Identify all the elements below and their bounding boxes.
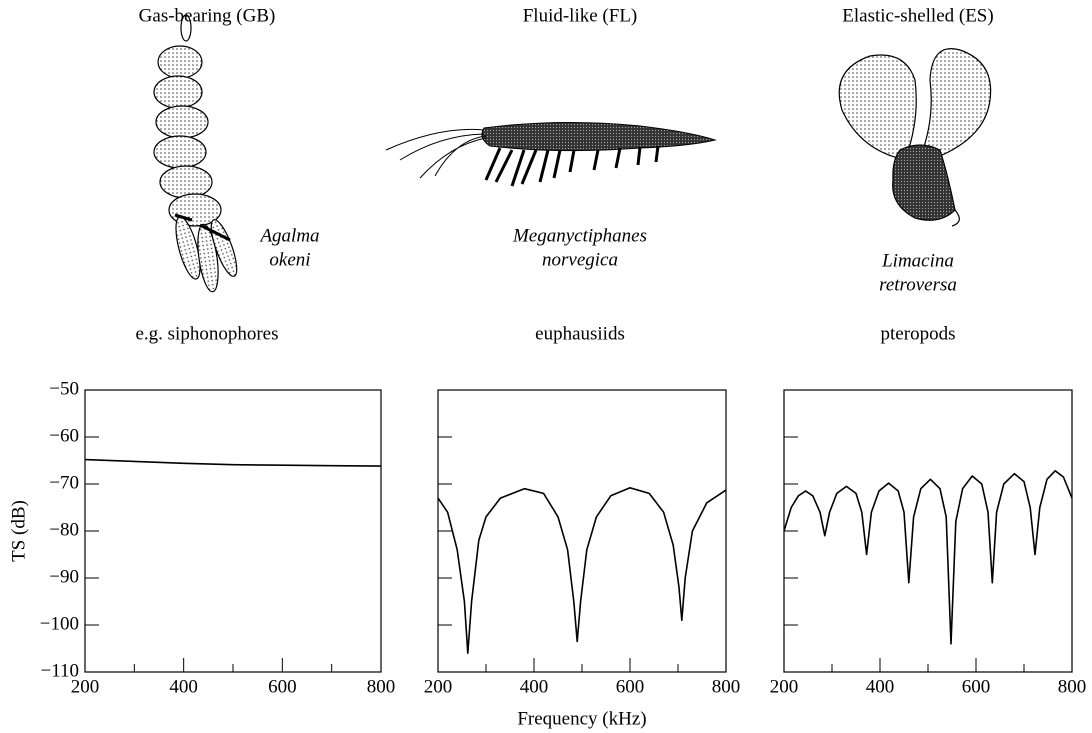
y-tick-label: −70 [49,472,79,493]
plot-frame [85,390,381,672]
x-tick-label: 400 [169,676,198,697]
panel-title: Fluid-like (FL) [523,5,638,26]
siphonophore-illustration [154,15,242,293]
y-axis-label: TS (dB) [8,500,29,562]
species-name: retroversa [879,274,957,295]
x-tick-label: 600 [962,676,991,697]
species-name: Limacina [881,250,954,271]
x-tick-label: 400 [866,676,895,697]
figure: Gas-bearing (GB) Agalma okeni e.g. siphonop… [0,0,1092,733]
group-label: euphausiids [535,323,625,344]
y-tick-label: −50 [49,378,79,399]
x-tick-label: 200 [424,676,453,697]
y-tick-label: −80 [49,519,79,540]
y-tick-label: −100 [40,613,79,634]
ts-curve [784,471,1072,644]
page: {"chart_data": [ {"type": "line", "title… [0,0,1092,733]
pteropod-illustration [839,49,990,226]
x-tick-label: 800 [1058,676,1087,697]
group-label: e.g. siphonophores [135,323,278,344]
x-tick-label: 200 [71,676,100,697]
species-name: norvegica [542,249,618,270]
panel-title: Gas-bearing (GB) [139,5,276,26]
x-tick-label: 800 [367,676,396,697]
y-tick-label: −90 [49,566,79,587]
species-name: Agalma [258,225,319,246]
y-tick-label: −60 [49,425,79,446]
x-tick-label: 200 [770,676,799,697]
ts-curve [438,488,726,653]
species-name: Meganyctiphanes [512,225,647,246]
x-tick-label: 800 [712,676,741,697]
x-axis-label: Frequency (kHz) [517,708,646,729]
plot-frame [784,390,1072,672]
krill-illustration [386,122,715,186]
group-label: pteropods [881,323,956,344]
x-tick-label: 600 [268,676,297,697]
x-tick-label: 400 [520,676,549,697]
panel-title: Elastic-shelled (ES) [842,5,993,26]
species-name: okeni [269,249,310,270]
x-tick-label: 600 [616,676,645,697]
ts-curve [85,460,381,467]
